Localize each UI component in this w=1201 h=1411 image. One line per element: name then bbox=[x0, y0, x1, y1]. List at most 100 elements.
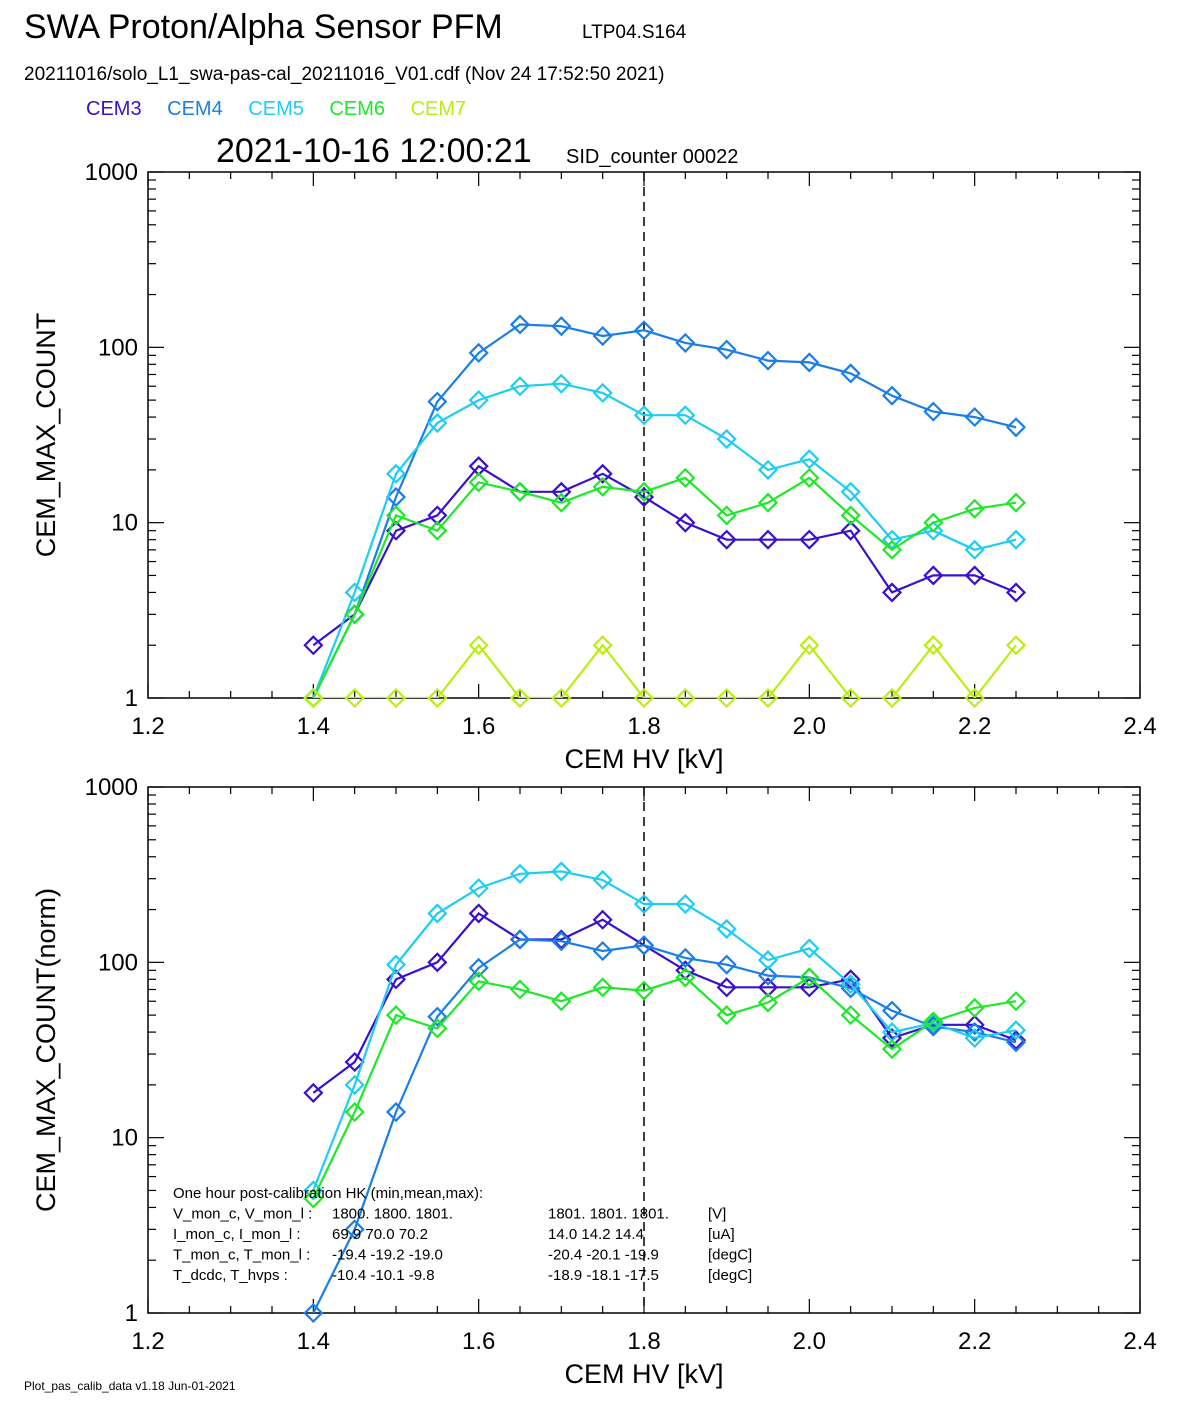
chart2-cem6-point bbox=[716, 1005, 737, 1026]
chart1-cem6-point bbox=[633, 481, 655, 502]
chart1-cem6-point bbox=[551, 492, 572, 513]
sid-counter: SID_counter 00022 bbox=[566, 146, 739, 168]
chart2-cem4-point bbox=[881, 1000, 903, 1021]
chart1-cem4-line bbox=[312, 323, 1017, 698]
chart1-cem7-point bbox=[1005, 635, 1027, 656]
chart2-x-tick-label: 1.6 bbox=[462, 1328, 495, 1355]
chart2-cem6-point bbox=[964, 997, 985, 1018]
chart1-cem5-point bbox=[468, 390, 489, 411]
chart2-cem3-point bbox=[468, 903, 489, 924]
legend-cem5: CEM5 bbox=[248, 98, 304, 120]
chart1-cem7-point bbox=[881, 687, 903, 709]
legend-cem3: CEM3 bbox=[86, 98, 142, 120]
chart2-hk-heading: One hour post-calibration HK (min,mean,m… bbox=[173, 1185, 483, 1202]
chart1-cem5-point bbox=[427, 412, 448, 434]
chart2-cem3-point bbox=[757, 977, 779, 998]
chart2-cem6-point bbox=[1005, 991, 1027, 1012]
chart1-cem6-point bbox=[675, 467, 696, 488]
chart2-cem4-point bbox=[551, 931, 572, 952]
chart1-x-tick-label: 2.2 bbox=[958, 713, 991, 740]
chart1-cem7-point bbox=[675, 687, 696, 709]
chart1-x-tick-label: 2.0 bbox=[793, 713, 826, 740]
chart1-y-tick-label: 10 bbox=[111, 510, 138, 537]
chart2-cem5-point bbox=[633, 893, 655, 915]
chart1-cem6-point bbox=[881, 539, 903, 560]
chart1-cem7-point bbox=[840, 687, 861, 709]
chart1-cem7-point bbox=[427, 687, 448, 709]
chart1-cem6-point bbox=[799, 467, 820, 488]
chart2-cem3-point bbox=[592, 909, 613, 930]
chart2-x-tick-label: 2.4 bbox=[1123, 1328, 1156, 1355]
chart2-cem3-point bbox=[551, 929, 572, 950]
chart1-cem7-point bbox=[716, 687, 737, 709]
chart2-cem4-point bbox=[964, 1022, 985, 1043]
chart2-x-axis-label: CEM HV [kV] bbox=[564, 1359, 723, 1389]
chart2-x-tick-label: 1.4 bbox=[297, 1328, 330, 1355]
chart2-cem4-point bbox=[592, 940, 613, 962]
chart1-cem4-point bbox=[923, 401, 944, 422]
chart2-cem6-point bbox=[799, 967, 820, 988]
chart2-cem6-point bbox=[923, 1011, 944, 1032]
chart1-cem7-point bbox=[964, 687, 985, 709]
chart1-cem7-line bbox=[313, 643, 1017, 698]
chart2-cem6-point bbox=[840, 1005, 861, 1026]
chart1-cem4-point bbox=[592, 325, 613, 347]
chart1-cem4-point bbox=[468, 342, 489, 363]
chart1-cem5-point bbox=[716, 428, 737, 450]
chart2-cem5-point bbox=[468, 878, 489, 899]
chart2-cem3-point bbox=[344, 1051, 365, 1073]
chart1-cem5-point bbox=[675, 405, 696, 426]
chart2-cem3-point bbox=[427, 952, 448, 973]
chart1-x-tick-label: 1.4 bbox=[297, 713, 330, 740]
test-id: LTP04.S164 bbox=[582, 22, 687, 43]
chart2-cem6-point bbox=[675, 967, 696, 988]
footer-version: Plot_pas_calib_data v1.18 Jun-01-2021 bbox=[24, 1379, 236, 1393]
chart1-cem5-point bbox=[757, 459, 779, 480]
chart2-x-tick-label: 2.2 bbox=[958, 1328, 991, 1355]
chart2-cem5-point bbox=[964, 1027, 985, 1049]
chart1-cem3-line bbox=[312, 464, 1017, 647]
chart1-cem6-point bbox=[468, 472, 489, 493]
chart2-cem3-point bbox=[1005, 1030, 1027, 1051]
chart1-cem6-point bbox=[716, 505, 737, 526]
chart2-hk-row-unit: [uA] bbox=[708, 1226, 735, 1243]
legend-cem6: CEM6 bbox=[329, 98, 385, 120]
chart1-y-tick-label: 1 bbox=[125, 685, 138, 712]
chart1-cem5-point bbox=[840, 481, 861, 502]
chart1-cem6-point bbox=[427, 520, 448, 541]
legend: CEM3 CEM4 CEM5 CEM6 CEM7 bbox=[86, 98, 486, 121]
chart2-y-tick-label: 100 bbox=[98, 949, 138, 976]
chart1-cem5-point bbox=[551, 373, 572, 394]
chart2-cem5-point bbox=[675, 893, 696, 915]
chart2-cem3-line bbox=[312, 912, 1017, 1094]
chart1-x-tick-label: 2.4 bbox=[1123, 713, 1156, 740]
chart2-cem4-point bbox=[757, 965, 779, 986]
chart1-cem5-line bbox=[312, 382, 1017, 698]
chart2-cem5-point bbox=[716, 918, 737, 940]
chart2-cem5-point bbox=[344, 1074, 365, 1095]
chart1-x-axis-label: CEM HV [kV] bbox=[564, 744, 723, 774]
chart1-cem3-point bbox=[964, 565, 985, 586]
chart2-y-tick-label: 1 bbox=[125, 1300, 138, 1327]
chart2-x-tick-label: 2.0 bbox=[793, 1328, 826, 1355]
chart1-cem6-point bbox=[344, 604, 365, 625]
chart1-cem7-point bbox=[592, 635, 613, 656]
chart2-hk-row-c: -19.4 -19.2 -19.0 bbox=[332, 1247, 443, 1264]
chart2-cem4-point bbox=[716, 954, 737, 975]
chart2-x-tick-label: 1.8 bbox=[627, 1328, 660, 1355]
chart2-hk-row-l: 14.0 14.2 14.4 bbox=[548, 1226, 644, 1243]
chart1-cem3-point bbox=[923, 565, 944, 586]
chart1-cem7-point bbox=[633, 687, 655, 709]
chart1-cem3-point bbox=[757, 529, 779, 550]
legend-cem4: CEM4 bbox=[167, 98, 223, 120]
chart2-cem6-point bbox=[303, 1188, 324, 1209]
chart1-cem3-point bbox=[1005, 582, 1027, 603]
chart2-hk-row-label: T_dcdc, T_hvps : bbox=[173, 1267, 288, 1284]
chart2-cem5-point bbox=[509, 863, 531, 884]
chart1-y-axis-label: CEM_MAX_COUNT bbox=[31, 313, 61, 558]
chart1-cem3-point bbox=[303, 635, 324, 656]
chart1-cem5-point bbox=[923, 520, 944, 541]
chart1-cem3-point bbox=[427, 505, 448, 526]
chart2-hk-row-l: -20.4 -20.1 -19.9 bbox=[548, 1247, 659, 1264]
chart2-cem6-line bbox=[312, 976, 1017, 1199]
